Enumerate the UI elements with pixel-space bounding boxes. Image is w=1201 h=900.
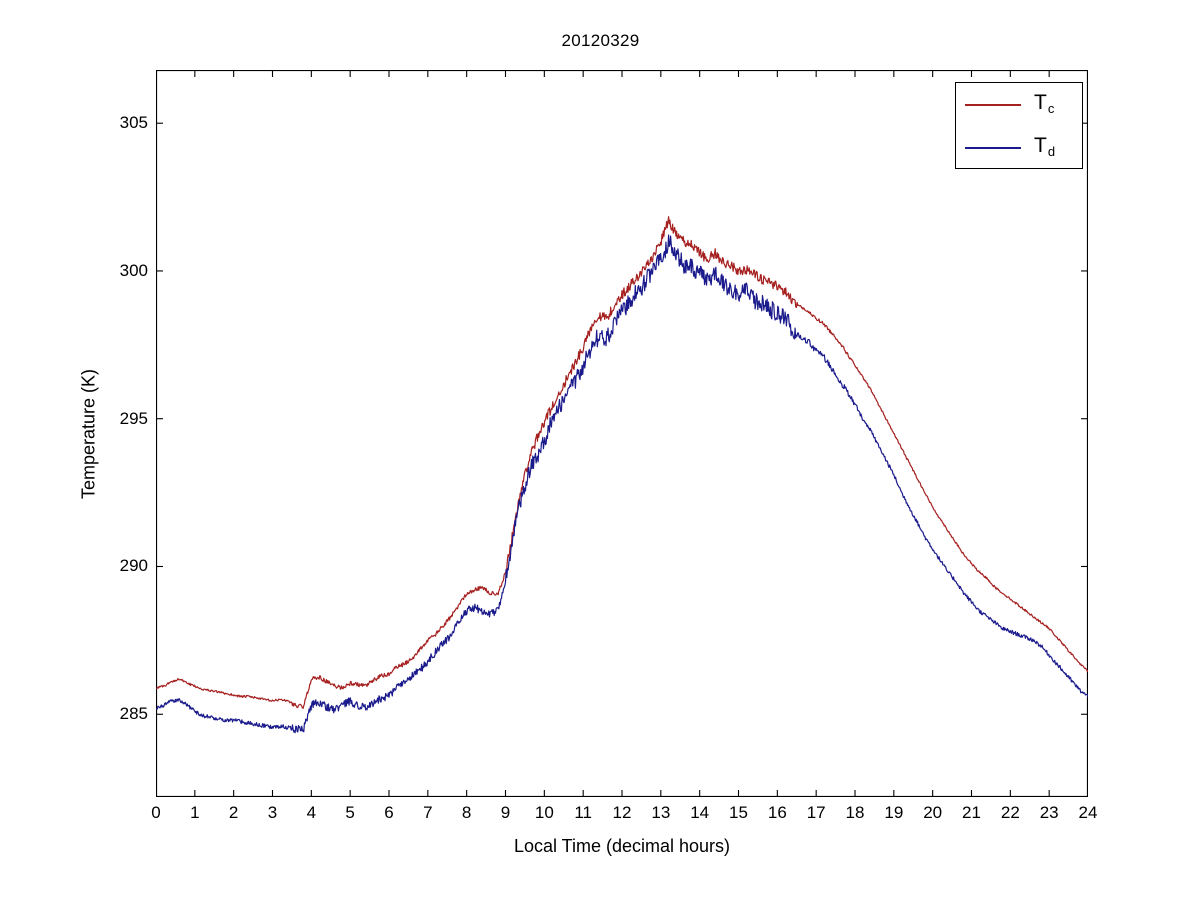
x-tick-label: 15 (729, 803, 748, 822)
legend-swatch-tc (965, 104, 1021, 106)
x-tick-label: 19 (884, 803, 904, 822)
y-tick-label: 295 (119, 408, 148, 428)
x-tick-label: 16 (767, 803, 787, 822)
legend-label-td: Td (1034, 134, 1056, 159)
x-tick-label: 20 (923, 803, 943, 822)
legend-swatch-td (965, 147, 1021, 149)
x-tick-label: 7 (423, 803, 433, 822)
x-tick-label: 12 (612, 803, 632, 822)
y-axis-label-wrapper: Temperature (K) (79, 70, 100, 797)
x-tick-label: 3 (267, 803, 278, 822)
legend-item-tc[interactable]: Tc (956, 83, 1082, 126)
x-tick-label: 21 (962, 803, 981, 822)
x-tick-label: 17 (806, 803, 826, 822)
x-tick-label: 8 (461, 803, 472, 822)
x-tick-label: 9 (500, 803, 511, 822)
chart-legend[interactable]: Tc Td (955, 82, 1083, 169)
x-tick-label: 11 (574, 803, 592, 822)
y-axis-label: Temperature (K) (78, 368, 99, 499)
x-tick-label: 14 (690, 803, 710, 822)
x-tick-label: 22 (1000, 803, 1020, 822)
x-tick-label: 4 (306, 803, 317, 822)
x-tick-label: 1 (190, 803, 200, 822)
x-axis-label: Local Time (decimal hours) (513, 836, 731, 856)
axes-frame (156, 70, 1088, 797)
y-tick-label: 285 (119, 704, 148, 724)
x-tick-label: 6 (384, 803, 394, 822)
x-tick-label: 23 (1039, 803, 1059, 822)
page-title: 20120329 (561, 31, 640, 50)
x-tick-label: 10 (534, 803, 554, 822)
x-tick-label: 13 (651, 803, 671, 822)
plot-axes (156, 70, 1088, 797)
series-line-t-c (156, 216, 1088, 709)
x-tick-label: 18 (845, 803, 865, 822)
x-tick-label: 0 (151, 803, 161, 822)
x-tick-label: 5 (345, 803, 355, 822)
chart-svg (156, 70, 1088, 797)
y-tick-label: 305 (119, 113, 148, 133)
axes-box (156, 70, 1088, 797)
axis-tick-marks (156, 70, 1088, 797)
y-tick-label: 300 (119, 260, 148, 280)
legend-label-tc: Tc (1034, 91, 1055, 116)
y-tick-label: 290 (119, 556, 148, 576)
legend-item-td[interactable]: Td (956, 126, 1082, 169)
x-tick-label: 2 (228, 803, 239, 822)
data-series-group (156, 216, 1088, 734)
series-line-t-d (156, 234, 1088, 734)
x-tick-label: 24 (1078, 803, 1098, 822)
